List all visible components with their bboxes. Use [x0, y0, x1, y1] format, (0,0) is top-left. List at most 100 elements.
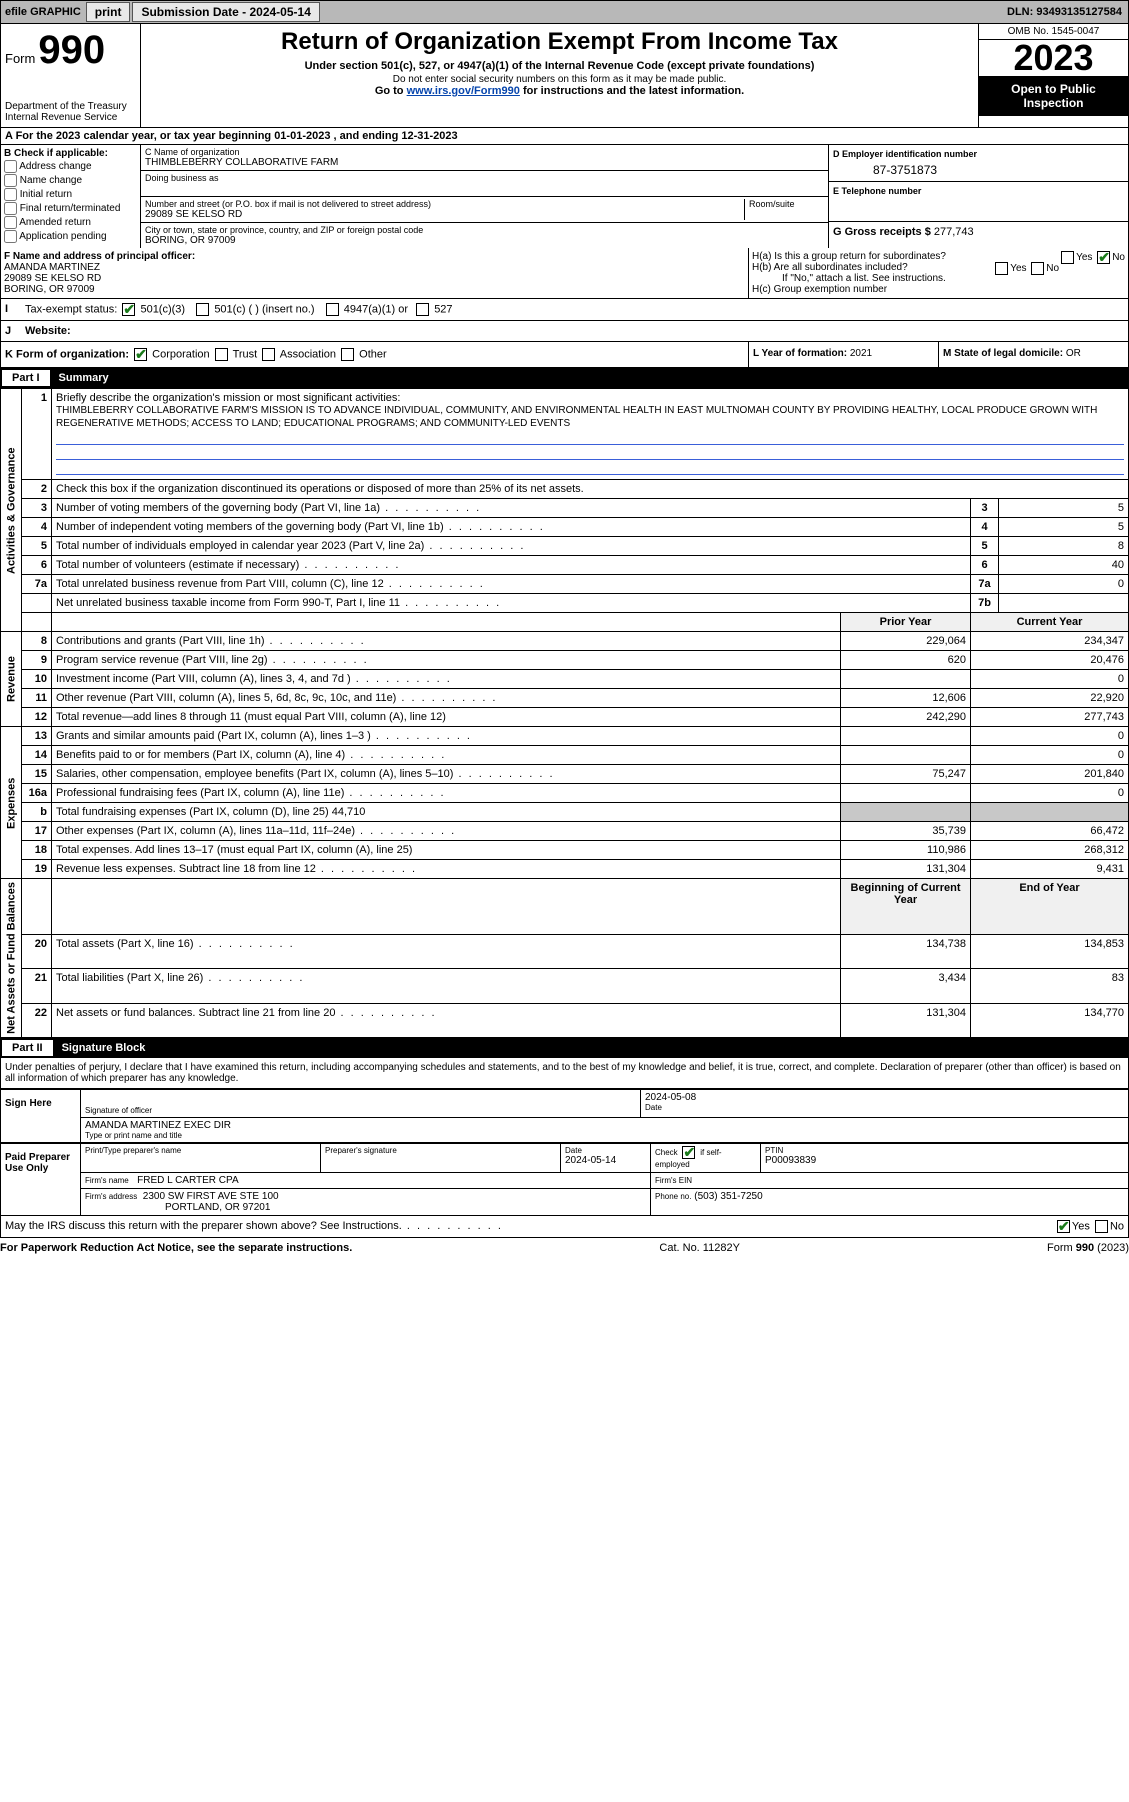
- form-header: Form 990 Department of the Treasury Inte…: [0, 24, 1129, 128]
- l6-b: 6: [971, 556, 999, 575]
- chk-4947[interactable]: [326, 303, 339, 316]
- e19-py: 131,304: [841, 860, 971, 879]
- footer-mid: Cat. No. 11282Y: [659, 1242, 740, 1254]
- may-irs-text: May the IRS discuss this return with the…: [5, 1220, 1055, 1233]
- irs-label: Internal Revenue Service: [5, 112, 136, 123]
- chk-address-change[interactable]: Address change: [4, 160, 137, 173]
- firm-name-cell: Firm's name FRED L CARTER CPA: [81, 1172, 651, 1188]
- print-button[interactable]: print: [86, 2, 131, 22]
- c-city-lbl: City or town, state or province, country…: [145, 225, 824, 235]
- h-c: H(c) Group exemption number: [752, 284, 1125, 295]
- form-word: Form: [5, 51, 35, 66]
- c-room-lbl: Room/suite: [749, 199, 824, 209]
- firm-addr-cell: Firm's address 2300 SW FIRST AVE STE 100…: [81, 1188, 651, 1215]
- chk-trust[interactable]: [215, 348, 228, 361]
- mission-rule2: [56, 446, 1124, 460]
- chk-app-pending[interactable]: Application pending: [4, 230, 137, 243]
- open-public-badge: Open to Public Inspection: [979, 76, 1128, 116]
- may-irs-no[interactable]: [1095, 1220, 1108, 1233]
- pp-col1: Print/Type preparer's name: [81, 1143, 321, 1172]
- footer: For Paperwork Reduction Act Notice, see …: [0, 1238, 1129, 1258]
- submission-date-button[interactable]: Submission Date - 2024-05-14: [132, 2, 319, 22]
- chk-self-employed[interactable]: [682, 1146, 695, 1159]
- g-gross-box: G Gross receipts $ 277,743: [829, 222, 1128, 242]
- hb-yes[interactable]: [995, 262, 1008, 275]
- c-city-cell: City or town, state or province, country…: [141, 223, 828, 248]
- e19-cy: 9,431: [971, 860, 1129, 879]
- form-number: 990: [38, 28, 105, 72]
- l4-n: 4: [22, 518, 52, 537]
- l3-v: 5: [999, 499, 1129, 518]
- na20-n: 20: [22, 934, 52, 968]
- sign-here-label: Sign Here: [1, 1089, 81, 1142]
- dept-treasury: Department of the Treasury: [5, 101, 136, 112]
- may-irs-row: May the IRS discuss this return with the…: [0, 1216, 1129, 1238]
- ha-no[interactable]: [1097, 251, 1110, 264]
- l7a-n: 7a: [22, 575, 52, 594]
- sign-here-table: Sign Here Signature of officer 2024-05-0…: [0, 1089, 1129, 1143]
- na21-n: 21: [22, 969, 52, 1003]
- c-addr-lbl: Number and street (or P.O. box if mail i…: [145, 199, 744, 209]
- form-id-box: Form 990 Department of the Treasury Inte…: [1, 24, 141, 127]
- goto-link[interactable]: www.irs.gov/Form990: [407, 85, 520, 97]
- chk-final-return[interactable]: Final return/terminated: [4, 202, 137, 215]
- tax-year: 2023: [979, 40, 1128, 76]
- part2-header: Part II Signature Block: [0, 1038, 1129, 1058]
- chk-501c3[interactable]: [122, 303, 135, 316]
- ha-yes[interactable]: [1061, 251, 1074, 264]
- line1-num: 1: [22, 389, 52, 480]
- section-b-to-g: B Check if applicable: Address change Na…: [0, 145, 1129, 248]
- sig-name-lbl: Type or print name and title: [85, 1131, 1124, 1140]
- part1-header: Part I Summary: [0, 368, 1129, 388]
- e17-py: 35,739: [841, 822, 971, 841]
- l3-b: 3: [971, 499, 999, 518]
- mission-text: THIMBLEBERRY COLLABORATIVE FARM'S MISSIO…: [56, 405, 1097, 429]
- c-addr-cell: Number and street (or P.O. box if mail i…: [141, 197, 828, 223]
- chk-amended[interactable]: Amended return: [4, 216, 137, 229]
- e17-t: Other expenses (Part IX, column (A), lin…: [52, 822, 841, 841]
- org-city: BORING, OR 97009: [145, 235, 824, 246]
- footer-right: Form 990 (2023): [1047, 1242, 1129, 1254]
- e16b-cy: [971, 803, 1129, 822]
- k-lbl: K Form of organization:: [5, 348, 129, 360]
- chk-501c[interactable]: [196, 303, 209, 316]
- hb-no[interactable]: [1031, 262, 1044, 275]
- chk-assoc[interactable]: [262, 348, 275, 361]
- e15-cy: 201,840: [971, 765, 1129, 784]
- l7b-n: [22, 594, 52, 613]
- e14-t: Benefits paid to or for members (Part IX…: [52, 746, 841, 765]
- l6-v: 40: [999, 556, 1129, 575]
- j-website: Website:: [21, 321, 75, 341]
- f-addr2: BORING, OR 97009: [4, 284, 95, 295]
- r10-py: [841, 670, 971, 689]
- r9-py: 620: [841, 651, 971, 670]
- g-val: 277,743: [934, 226, 974, 238]
- part2-title: Signature Block: [54, 1040, 154, 1056]
- col-deg: D Employer identification number 87-3751…: [828, 145, 1128, 248]
- part1-label: Part I: [2, 370, 50, 386]
- col-b-checkboxes: B Check if applicable: Address change Na…: [1, 145, 141, 248]
- f-officer: F Name and address of principal officer:…: [1, 248, 748, 298]
- r12-n: 12: [22, 708, 52, 727]
- r10-cy: 0: [971, 670, 1129, 689]
- e16a-py: [841, 784, 971, 803]
- title-box: Return of Organization Exempt From Incom…: [141, 24, 978, 127]
- chk-initial-return[interactable]: Initial return: [4, 188, 137, 201]
- chk-527[interactable]: [416, 303, 429, 316]
- firm-ein-cell: Firm's EIN: [651, 1172, 1129, 1188]
- pp-col5: PTINP00093839: [761, 1143, 1129, 1172]
- na20-t: Total assets (Part X, line 16): [52, 934, 841, 968]
- l6-t: Total number of volunteers (estimate if …: [52, 556, 971, 575]
- col-c: C Name of organization THIMBLEBERRY COLL…: [141, 145, 828, 248]
- e13-py: [841, 727, 971, 746]
- l3-t: Number of voting members of the governin…: [52, 499, 971, 518]
- e16b-t: Total fundraising expenses (Part IX, col…: [52, 803, 841, 822]
- chk-corp[interactable]: [134, 348, 147, 361]
- chk-name-change[interactable]: Name change: [4, 174, 137, 187]
- e18-py: 110,986: [841, 841, 971, 860]
- may-irs-yes[interactable]: [1057, 1220, 1070, 1233]
- e18-t: Total expenses. Add lines 13–17 (must eq…: [52, 841, 841, 860]
- chk-other[interactable]: [341, 348, 354, 361]
- l4-b: 4: [971, 518, 999, 537]
- l6-n: 6: [22, 556, 52, 575]
